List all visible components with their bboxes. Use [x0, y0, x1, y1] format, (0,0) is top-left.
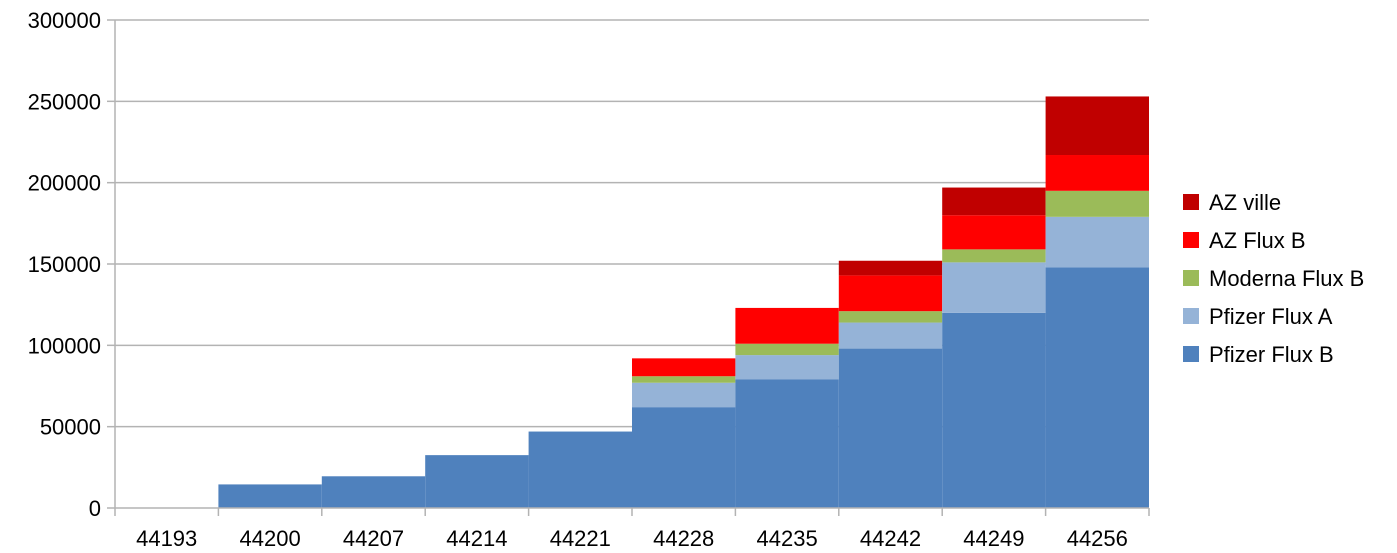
bar-segment [838, 322, 943, 349]
legend-label: Pfizer Flux A [1209, 304, 1333, 329]
x-tick-label: 44221 [550, 526, 611, 551]
x-tick-label: 44207 [343, 526, 404, 551]
bar-segment [942, 215, 1046, 250]
legend-swatch [1183, 232, 1199, 248]
legend-label: Pfizer Flux B [1209, 342, 1334, 367]
bar-segment [838, 260, 943, 276]
x-tick-label: 44235 [757, 526, 818, 551]
x-tick-label: 44200 [240, 526, 301, 551]
bar-segment [632, 358, 736, 377]
x-tick-label: 44214 [446, 526, 507, 551]
bar-segment [1045, 155, 1149, 191]
x-tick-label: 44256 [1067, 526, 1128, 551]
bar-segment [942, 262, 1046, 313]
bar-segment [1045, 96, 1149, 156]
legend-label: AZ ville [1209, 190, 1281, 215]
axes: 0 50000 100000 150000 200000 250000 300000 4419… [28, 8, 1150, 551]
legend: AZ ville AZ Flux B Moderna Flux B Pfizer Fl… [1183, 190, 1364, 367]
legend-swatch [1183, 270, 1199, 286]
bar-segment [838, 348, 943, 508]
y-tick-label: 200000 [28, 171, 101, 196]
legend-swatch [1183, 194, 1199, 210]
legend-label: Moderna Flux B [1209, 266, 1364, 291]
bar-segment [735, 355, 839, 380]
bar-segment [942, 249, 1046, 263]
bars [218, 96, 1149, 508]
bar-segment [735, 379, 839, 508]
bar-segment [838, 275, 943, 312]
x-tick-label: 44249 [963, 526, 1024, 551]
bar-segment [1045, 216, 1149, 268]
y-tick-label: 300000 [28, 8, 101, 33]
bar-segment [735, 307, 839, 344]
bar-segment [838, 311, 943, 323]
legend-swatch [1183, 308, 1199, 324]
bar-segment [1045, 267, 1149, 508]
legend-label: AZ Flux B [1209, 228, 1306, 253]
y-tick-label: 250000 [28, 89, 101, 114]
bar-segment [942, 187, 1046, 216]
legend-swatch [1183, 346, 1199, 362]
bar-segment [632, 407, 736, 508]
x-tick-label: 44228 [653, 526, 714, 551]
bar-segment [632, 376, 736, 383]
bar-segment [218, 484, 322, 508]
y-tick-label: 150000 [28, 252, 101, 277]
bar-segment [735, 343, 839, 356]
y-tick-label: 0 [89, 496, 101, 521]
bar-segment [321, 476, 426, 508]
x-tick-label: 44193 [136, 526, 197, 551]
bar-segment [1045, 190, 1149, 217]
bar-segment [528, 431, 632, 508]
y-tick-label: 100000 [28, 333, 101, 358]
bar-segment [942, 312, 1046, 508]
bar-segment [632, 382, 736, 408]
x-tick-label: 44242 [860, 526, 921, 551]
bar-segment [425, 455, 529, 508]
y-tick-label: 50000 [40, 415, 101, 440]
